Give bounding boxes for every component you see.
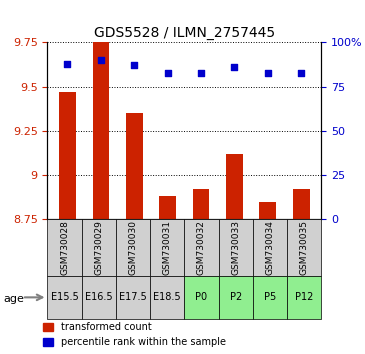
- Text: GSM730034: GSM730034: [265, 220, 274, 275]
- FancyBboxPatch shape: [219, 276, 253, 319]
- Bar: [126, 113, 143, 219]
- FancyBboxPatch shape: [116, 219, 150, 276]
- Bar: [226, 154, 243, 219]
- FancyBboxPatch shape: [82, 276, 116, 319]
- Text: GSM730031: GSM730031: [163, 220, 172, 275]
- Text: P5: P5: [264, 292, 276, 302]
- Bar: [260, 202, 276, 219]
- FancyBboxPatch shape: [253, 219, 287, 276]
- Title: GDS5528 / ILMN_2757445: GDS5528 / ILMN_2757445: [94, 26, 275, 40]
- Text: E15.5: E15.5: [51, 292, 78, 302]
- Bar: [92, 42, 109, 219]
- Point: [165, 70, 170, 75]
- Text: E17.5: E17.5: [119, 292, 147, 302]
- FancyBboxPatch shape: [150, 276, 184, 319]
- Text: P0: P0: [195, 292, 207, 302]
- FancyBboxPatch shape: [287, 276, 321, 319]
- FancyBboxPatch shape: [219, 219, 253, 276]
- Text: GSM730030: GSM730030: [128, 220, 138, 275]
- Bar: [193, 189, 210, 219]
- FancyBboxPatch shape: [184, 276, 219, 319]
- Legend: transformed count, percentile rank within the sample: transformed count, percentile rank withi…: [41, 320, 228, 349]
- Point: [131, 63, 137, 68]
- Bar: [59, 92, 76, 219]
- Bar: [293, 189, 310, 219]
- FancyBboxPatch shape: [82, 219, 116, 276]
- FancyBboxPatch shape: [287, 219, 321, 276]
- Text: P12: P12: [295, 292, 313, 302]
- Point: [65, 61, 70, 67]
- Text: GSM730028: GSM730028: [60, 220, 69, 275]
- Text: GSM730029: GSM730029: [94, 220, 103, 275]
- Text: P2: P2: [230, 292, 242, 302]
- Point: [231, 64, 237, 70]
- Text: GSM730035: GSM730035: [300, 220, 308, 275]
- Text: E18.5: E18.5: [153, 292, 181, 302]
- FancyBboxPatch shape: [150, 219, 184, 276]
- Point: [265, 70, 271, 75]
- Text: GSM730032: GSM730032: [197, 220, 206, 275]
- FancyBboxPatch shape: [47, 276, 82, 319]
- FancyBboxPatch shape: [116, 276, 150, 319]
- Bar: [159, 196, 176, 219]
- Point: [198, 70, 204, 75]
- Text: GSM730033: GSM730033: [231, 220, 240, 275]
- Point: [298, 70, 304, 75]
- FancyBboxPatch shape: [253, 276, 287, 319]
- Point: [98, 57, 104, 63]
- FancyBboxPatch shape: [47, 219, 82, 276]
- Text: E16.5: E16.5: [85, 292, 112, 302]
- FancyBboxPatch shape: [184, 219, 219, 276]
- Text: age: age: [4, 294, 24, 304]
